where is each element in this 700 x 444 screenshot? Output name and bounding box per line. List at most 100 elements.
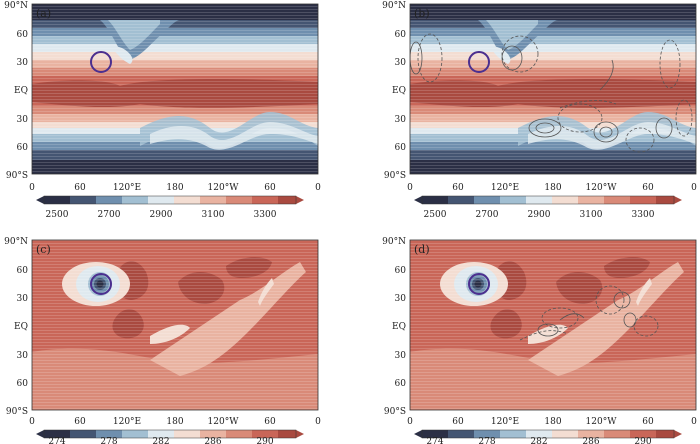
lat-tick: 30 [17,115,29,125]
colorbar-tick: 3300 [254,210,277,220]
lat-tick: 60 [17,379,29,389]
lon-axis-d: 0 60 120°E 180 120°W 60 0 [407,417,697,427]
lon-tick: 120°W [586,183,618,193]
lat-tick: 60 [395,30,407,40]
lon-tick: 120°W [586,417,618,427]
colorbar-tick: 2700 [476,210,499,220]
lon-tick: 0 [407,183,413,193]
lat-tick: 60 [395,379,407,389]
colorbar-c [36,429,304,439]
heat-source-marker [90,51,112,73]
panel-label: (c) [36,243,51,256]
colorbar-tick: 290 [256,437,273,444]
lon-tick: 60 [264,183,276,193]
lon-tick: 180 [166,183,183,193]
colorbar-c-labels: 274 278 282 286 290 [48,437,273,444]
panel-label: (a) [36,7,51,20]
colorbar-tick: 2900 [150,210,173,220]
lat-axis-a: 90°N 60 30 EQ 30 60 90°S [4,1,28,181]
colorbar-tick: 274 [48,437,65,444]
colorbar-b-labels: 2500 2700 2900 3100 3300 [424,210,655,220]
lat-tick: 90°S [384,171,406,181]
lon-tick: 0 [315,417,321,427]
panel-a: (a) [31,3,319,175]
colorbar-tick: 3100 [580,210,603,220]
colorbar-tick: 2700 [98,210,121,220]
lon-tick: 0 [29,183,35,193]
colorbar-tick: 282 [152,437,169,444]
lat-tick: 30 [17,351,29,361]
lon-tick: 60 [264,417,276,427]
lat-tick: 60 [17,30,29,40]
lat-tick: 30 [17,294,29,304]
colorbar-d-labels: 274 278 282 286 290 [426,437,651,444]
heat-source-marker [468,51,490,73]
lon-tick: 60 [642,183,654,193]
lon-tick: 120°W [208,183,240,193]
lat-tick: 90°S [6,407,28,417]
lon-tick: 120°E [491,417,519,427]
lon-tick: 180 [166,417,183,427]
colorbar-tick: 3100 [202,210,225,220]
lat-tick: 30 [395,351,407,361]
lon-tick: 120°E [113,417,141,427]
colorbar-a-labels: 2500 2700 2900 3100 3300 [46,210,277,220]
colorbar-tick: 3300 [632,210,655,220]
lat-tick: 30 [395,294,407,304]
lat-axis-b: 90°N 60 30 EQ 30 60 90°S [382,1,406,181]
lon-tick: 60 [642,417,654,427]
colorbar-tick: 282 [530,437,547,444]
lat-tick: 90°N [382,237,406,247]
panel-b: (b) [409,3,697,175]
lon-tick: 60 [74,183,86,193]
lat-tick: 60 [395,266,407,276]
lat-tick: 60 [395,143,407,153]
panel-label: (b) [414,7,430,20]
colorbar-tick: 286 [582,437,599,444]
colorbar-b [414,195,682,205]
lon-tick: 120°E [491,183,519,193]
lat-tick: 60 [17,143,29,153]
lat-tick: 90°N [4,237,28,247]
lat-tick: 30 [17,58,29,68]
heat-source-marker [468,273,490,295]
lon-tick: 60 [452,417,464,427]
lat-tick: 30 [395,115,407,125]
lon-tick: 0 [29,417,35,427]
panel-label: (d) [414,243,430,256]
lat-tick: EQ [14,86,28,96]
colorbar-tick: 278 [478,437,495,444]
lat-tick: 60 [17,266,29,276]
lon-tick: 0 [691,183,697,193]
lon-tick: 180 [544,417,561,427]
colorbar-tick: 2500 [46,210,69,220]
colorbar-a [36,195,304,205]
lat-tick: 90°S [384,407,406,417]
lat-tick: 30 [395,58,407,68]
lat-axis-d: 90°N 60 30 EQ 30 60 90°S [382,237,406,417]
colorbar-d [414,429,682,439]
lon-tick: 60 [74,417,86,427]
lat-tick: EQ [392,86,406,96]
colorbar-tick: 2500 [424,210,447,220]
lon-axis-b: 0 60 120°E 180 120°W 60 0 [407,183,697,193]
lat-tick: EQ [392,322,406,332]
lat-tick: 90°N [4,1,28,11]
lon-axis-c: 0 60 120°E 180 120°W 60 0 [29,417,321,427]
colorbar-tick: 278 [100,437,117,444]
lon-tick: 0 [315,183,321,193]
lon-tick: 120°W [208,417,240,427]
colorbar-tick: 286 [204,437,221,444]
lat-axis-c: 90°N 60 30 EQ 30 60 90°S [4,237,28,417]
lat-tick: 90°N [382,1,406,11]
panel-d: (d) [409,239,697,411]
lon-tick: 0 [407,417,413,427]
lon-tick: 60 [452,183,464,193]
lon-tick: 0 [691,417,697,427]
lat-tick: 90°S [6,171,28,181]
lon-tick: 120°E [113,183,141,193]
lon-tick: 180 [544,183,561,193]
colorbar-tick: 2900 [528,210,551,220]
colorbar-tick: 290 [634,437,651,444]
